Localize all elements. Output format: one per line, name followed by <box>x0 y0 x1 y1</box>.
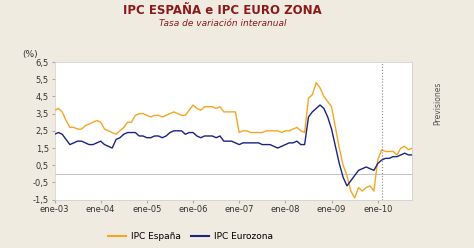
Text: (%): (%) <box>22 50 38 59</box>
Text: IPC ESPAÑA e IPC EURO ZONA: IPC ESPAÑA e IPC EURO ZONA <box>123 4 322 17</box>
Text: Tasa de variación interanual: Tasa de variación interanual <box>159 19 286 28</box>
Legend: IPC España, IPC Eurozona: IPC España, IPC Eurozona <box>104 228 276 245</box>
Text: Previsiones: Previsiones <box>434 82 443 125</box>
